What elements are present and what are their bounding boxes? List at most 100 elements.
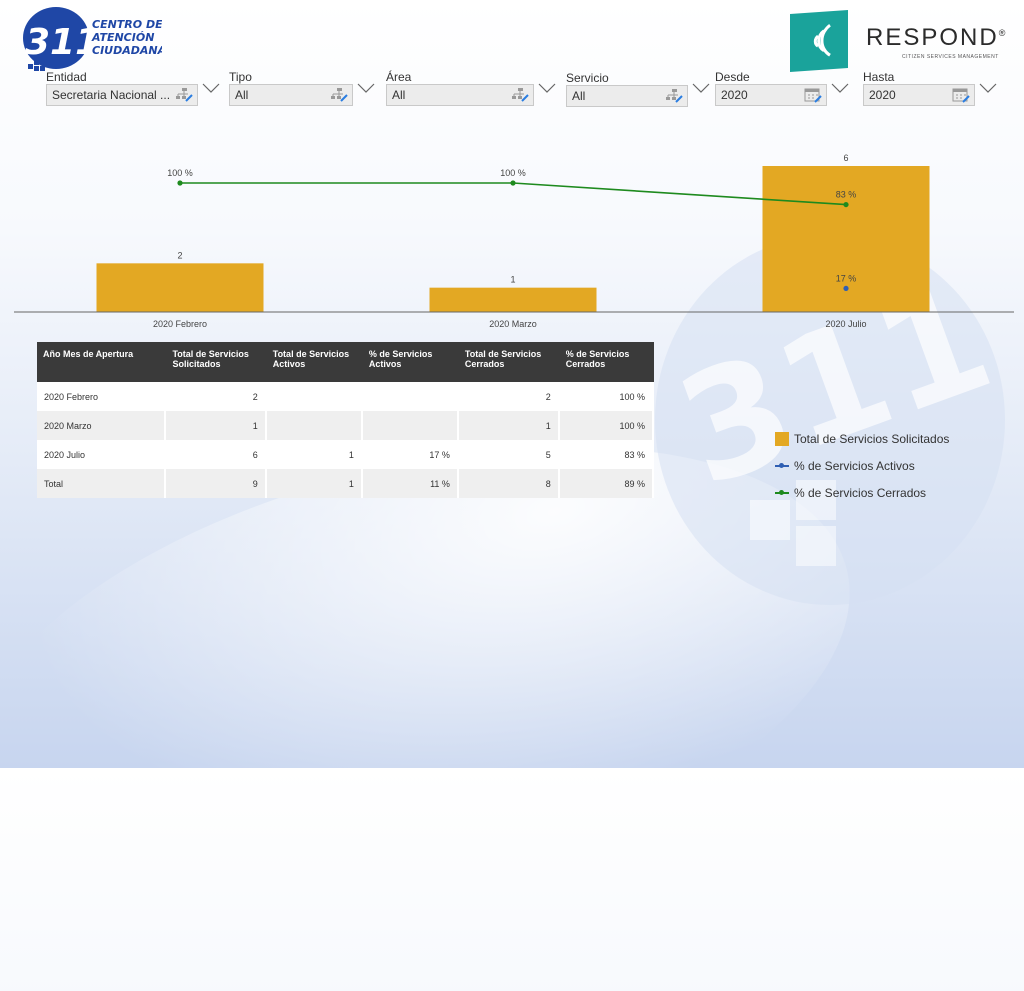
- legend-label: % de Servicios Cerrados: [794, 486, 927, 500]
- logo-311-icon: 311 CENTRO DE ATENCIÓN CIUDADANA: [23, 7, 162, 71]
- table-cell: [361, 382, 459, 411]
- table-cell: 2: [165, 382, 267, 411]
- filter-value: All: [572, 89, 586, 103]
- filter-label: Hasta: [863, 70, 895, 84]
- table-cell: 2020 Julio: [37, 440, 167, 469]
- table-cell: 100 %: [558, 382, 655, 411]
- filter-hasta: Hasta 2020: [863, 70, 997, 106]
- bar-data-label: 1: [510, 275, 515, 285]
- filter-servicio: Servicio All: [566, 70, 710, 107]
- column-header[interactable]: % de Servicios Cerrados: [558, 342, 655, 382]
- chevron-down-icon[interactable]: [692, 82, 710, 94]
- x-tick-label: 2020 Julio: [825, 319, 866, 329]
- table-cell: [265, 382, 363, 411]
- area-select[interactable]: All: [386, 84, 534, 106]
- services-table: Año Mes de Apertura Total de Servicios S…: [37, 342, 655, 498]
- calendar-edit-icon: [952, 88, 970, 103]
- bar-data-label: 6: [843, 153, 848, 163]
- table-row[interactable]: 2020 Febrero 2 2 100 %: [37, 382, 655, 411]
- column-header[interactable]: Año Mes de Apertura: [37, 342, 167, 382]
- column-header[interactable]: Total de Servicios Cerrados: [457, 342, 560, 382]
- combo-chart: 2 1 6 2020 Febrero 2020 Marzo 2020 Julio 17 % 1…: [14, 153, 1014, 329]
- series-point: [177, 180, 183, 186]
- tipo-select[interactable]: All: [229, 84, 353, 106]
- table-cell: 2: [457, 382, 560, 411]
- logo-311-line2: ATENCIÓN: [91, 31, 154, 44]
- filter-value: 2020: [869, 88, 896, 102]
- table-cell: 1: [457, 411, 560, 440]
- legend-label: % de Servicios Activos: [794, 459, 915, 473]
- table-cell: Total: [37, 469, 167, 498]
- respond-mark-icon: [790, 9, 848, 73]
- chevron-down-icon[interactable]: [979, 82, 997, 94]
- table-cell: 89 %: [558, 469, 655, 498]
- table-header-row: Año Mes de Apertura Total de Servicios S…: [37, 342, 655, 382]
- filter-label: Área: [386, 70, 412, 84]
- chevron-down-icon[interactable]: [831, 82, 849, 94]
- filter-label: Tipo: [229, 70, 252, 84]
- series-point: [510, 180, 516, 186]
- legend-marker: [779, 490, 784, 495]
- chevron-down-icon[interactable]: [357, 82, 375, 94]
- table-cell: 2020 Febrero: [37, 382, 167, 411]
- x-tick-label: 2020 Febrero: [153, 319, 207, 329]
- point-data-label: 100 %: [167, 168, 193, 178]
- hierarchy-edit-icon: [176, 88, 193, 102]
- filter-label: Servicio: [566, 71, 609, 85]
- hierarchy-edit-icon: [331, 88, 348, 102]
- filter-value: Secretaria Nacional ...: [52, 88, 171, 102]
- table-cell: 100 %: [558, 411, 655, 440]
- filter-area: Área All: [386, 70, 556, 106]
- respond-wordmark: RESPOND®: [866, 24, 1008, 51]
- table-cell: 5: [457, 440, 560, 469]
- table-cell: 1: [265, 469, 363, 498]
- legend-marker: [779, 463, 784, 468]
- chevron-down-icon[interactable]: [538, 82, 556, 94]
- table-cell: 8: [457, 469, 560, 498]
- column-header[interactable]: Total de Servicios Activos: [265, 342, 363, 382]
- chevron-down-icon[interactable]: [202, 82, 220, 94]
- respond-subtitle: CITIZEN SERVICES MANAGEMENT: [902, 54, 999, 60]
- logo-respond: RESPOND® CITIZEN SERVICES MANAGEMENT: [790, 9, 1008, 73]
- hierarchy-edit-icon: [666, 89, 683, 103]
- table-cell: 2020 Marzo: [37, 411, 167, 440]
- point-data-label: 17 %: [836, 273, 857, 283]
- column-header[interactable]: Total de Servicios Solicitados: [165, 342, 267, 382]
- filter-value: All: [235, 88, 249, 102]
- logo-311-line1: CENTRO DE: [92, 18, 162, 31]
- servicio-select[interactable]: All: [566, 85, 688, 107]
- series-point: [843, 201, 849, 208]
- table-cell: 9: [165, 469, 267, 498]
- legend-label: Total de Servicios Solicitados: [794, 432, 950, 446]
- chart-bar: [96, 263, 264, 312]
- filter-label: Desde: [715, 70, 750, 84]
- column-header[interactable]: % de Servicios Activos: [361, 342, 459, 382]
- table-cell: 17 %: [361, 440, 459, 469]
- filter-tipo: Tipo All: [229, 70, 375, 106]
- table-cell: 1: [265, 440, 363, 469]
- series-line: [180, 182, 847, 206]
- table-cell: 11 %: [361, 469, 459, 498]
- entidad-select[interactable]: Secretaria Nacional ...: [46, 84, 198, 106]
- x-tick-label: 2020 Marzo: [489, 319, 537, 329]
- filter-value: All: [392, 88, 406, 102]
- point-data-label: 83 %: [836, 190, 857, 200]
- calendar-edit-icon: [804, 88, 822, 103]
- hierarchy-edit-icon: [512, 88, 529, 102]
- logo-311-line3: CIUDADANA: [92, 44, 162, 57]
- table-row[interactable]: 2020 Julio 6 1 17 % 5 83 %: [37, 440, 655, 469]
- point-data-label: 100 %: [500, 168, 526, 178]
- filter-entidad: Entidad Secretaria Nacional ...: [46, 70, 220, 106]
- table-cell: [265, 411, 363, 440]
- filter-value: 2020: [721, 88, 748, 102]
- desde-select[interactable]: 2020: [715, 84, 827, 106]
- hasta-select[interactable]: 2020: [863, 84, 975, 106]
- filter-desde: Desde 2020: [715, 70, 849, 106]
- series-point: [843, 285, 849, 292]
- table-row[interactable]: 2020 Marzo 1 1 100 %: [37, 411, 655, 440]
- legend-swatch: [775, 432, 789, 446]
- table-total-row[interactable]: Total 9 1 11 % 8 89 %: [37, 469, 655, 498]
- table-cell: 6: [165, 440, 267, 469]
- table-cell: 83 %: [558, 440, 655, 469]
- chart-bar: [429, 287, 597, 312]
